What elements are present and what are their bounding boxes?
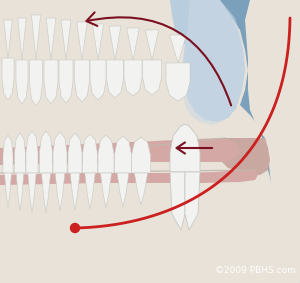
Polygon shape xyxy=(55,173,65,211)
Polygon shape xyxy=(29,60,43,106)
Polygon shape xyxy=(74,60,89,102)
Polygon shape xyxy=(106,60,124,98)
Polygon shape xyxy=(46,18,56,60)
Polygon shape xyxy=(41,173,50,213)
Polygon shape xyxy=(40,131,52,173)
Polygon shape xyxy=(124,60,142,96)
Polygon shape xyxy=(4,20,12,58)
Polygon shape xyxy=(44,60,58,104)
Polygon shape xyxy=(0,180,300,283)
Polygon shape xyxy=(98,135,114,173)
Text: ©2009 PBHS.com: ©2009 PBHS.com xyxy=(215,266,296,275)
Polygon shape xyxy=(16,60,28,104)
Polygon shape xyxy=(100,173,112,208)
Polygon shape xyxy=(77,22,87,60)
Polygon shape xyxy=(185,172,200,230)
Polygon shape xyxy=(59,60,73,103)
Polygon shape xyxy=(170,0,245,122)
FancyArrowPatch shape xyxy=(177,142,212,154)
Polygon shape xyxy=(2,58,14,100)
Circle shape xyxy=(70,224,80,233)
Polygon shape xyxy=(4,173,11,208)
Polygon shape xyxy=(145,30,159,60)
Polygon shape xyxy=(3,135,13,173)
FancyArrowPatch shape xyxy=(86,12,231,105)
Polygon shape xyxy=(115,136,131,173)
Polygon shape xyxy=(53,132,67,173)
Polygon shape xyxy=(170,172,185,230)
Polygon shape xyxy=(0,170,258,185)
Polygon shape xyxy=(117,173,129,207)
Polygon shape xyxy=(92,24,104,60)
Polygon shape xyxy=(82,134,98,173)
Polygon shape xyxy=(134,173,148,205)
Polygon shape xyxy=(16,173,24,211)
Polygon shape xyxy=(28,173,36,213)
Polygon shape xyxy=(245,0,300,283)
Polygon shape xyxy=(131,137,151,173)
Polygon shape xyxy=(32,15,40,60)
Polygon shape xyxy=(0,138,240,165)
Polygon shape xyxy=(109,26,121,60)
Polygon shape xyxy=(127,28,139,60)
Polygon shape xyxy=(70,173,80,210)
Polygon shape xyxy=(166,63,190,101)
Polygon shape xyxy=(14,133,26,173)
Polygon shape xyxy=(182,0,245,125)
Polygon shape xyxy=(85,173,95,209)
Polygon shape xyxy=(170,124,200,172)
Polygon shape xyxy=(142,60,161,95)
Polygon shape xyxy=(90,60,106,100)
Polygon shape xyxy=(218,138,270,175)
Polygon shape xyxy=(61,20,71,60)
Polygon shape xyxy=(68,133,82,173)
Polygon shape xyxy=(169,35,186,63)
Polygon shape xyxy=(26,131,38,173)
Polygon shape xyxy=(18,18,26,60)
